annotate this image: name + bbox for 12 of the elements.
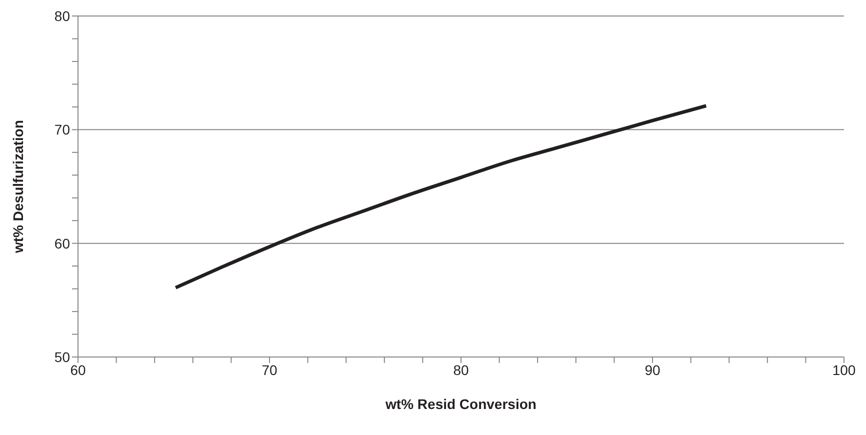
y-axis-title: wt% Desulfurization bbox=[10, 120, 26, 254]
x-tick-label: 70 bbox=[262, 362, 278, 378]
x-tick-label: 60 bbox=[70, 362, 86, 378]
x-tick-label: 90 bbox=[644, 362, 660, 378]
y-tick-label: 70 bbox=[54, 122, 70, 138]
line-series bbox=[174, 104, 708, 290]
y-tick-label: 80 bbox=[54, 8, 70, 24]
y-tick-label: 50 bbox=[54, 348, 70, 365]
x-tick-label: 80 bbox=[453, 362, 469, 378]
x-tick-label: 100 bbox=[832, 362, 856, 378]
x-axis-title: wt% Resid Conversion bbox=[384, 396, 536, 412]
y-tick-label: 60 bbox=[54, 235, 70, 252]
